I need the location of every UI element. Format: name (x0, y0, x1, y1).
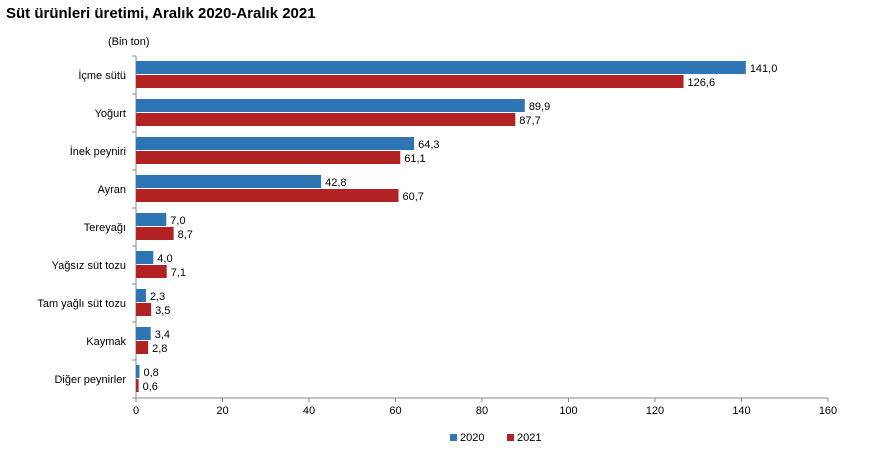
x-tick-label: 80 (476, 405, 488, 417)
bar-2021 (136, 341, 149, 354)
category-label: Tam yağlı süt tozu (37, 298, 126, 310)
bar-2020 (136, 289, 146, 302)
category-label: Tereyağı (84, 222, 126, 234)
x-tick-label: 140 (732, 405, 750, 417)
data-label-2020: 64,3 (418, 139, 439, 151)
category-label: Diğer peynirler (54, 374, 126, 386)
bar-2020 (136, 365, 140, 378)
category-label: Ayran (97, 184, 126, 196)
legend-label-2020: 2020 (460, 432, 484, 444)
x-tick-label: 160 (819, 405, 837, 417)
x-tick-label: 0 (133, 405, 139, 417)
category-label: İnek peyniri (70, 145, 126, 158)
data-label-2020: 89,9 (529, 101, 550, 113)
data-label-2021: 61,1 (404, 153, 425, 165)
data-label-2021: 8,7 (178, 229, 193, 241)
data-label-2020: 141,0 (750, 63, 778, 75)
category-label: Kaymak (86, 336, 126, 348)
data-label-2020: 2,3 (150, 291, 165, 303)
bar-2021 (136, 113, 516, 126)
x-tick-label: 100 (559, 405, 577, 417)
legend-swatch-2021 (507, 434, 514, 441)
x-tick-label: 120 (646, 405, 664, 417)
bar-2021 (136, 75, 684, 88)
legend-swatch-2020 (450, 434, 457, 441)
bar-2021 (136, 379, 139, 392)
bar-2020 (136, 213, 167, 226)
category-label: Yağsız süt tozu (52, 260, 126, 272)
data-label-2021: 126,6 (688, 77, 716, 89)
data-label-2021: 60,7 (403, 191, 424, 203)
data-label-2021: 7,1 (171, 267, 186, 279)
bar-2020 (136, 251, 154, 264)
bar-2021 (136, 265, 167, 278)
bar-2020 (136, 61, 746, 74)
bar-2021 (136, 227, 174, 240)
bar-2021 (136, 303, 152, 316)
bar-2020 (136, 327, 151, 340)
bar-2020 (136, 175, 322, 188)
legend-label-2021: 2021 (517, 432, 541, 444)
data-label-2021: 87,7 (519, 115, 540, 127)
data-label-2021: 3,5 (155, 305, 170, 317)
data-label-2020: 4,0 (157, 253, 172, 265)
bar-2020 (136, 137, 415, 150)
data-label-2020: 7,0 (170, 215, 185, 227)
x-tick-label: 20 (216, 405, 228, 417)
data-label-2021: 0,6 (143, 381, 158, 393)
data-label-2020: 0,8 (143, 367, 158, 379)
unit-label: (Bin ton) (108, 36, 150, 48)
data-label-2020: 42,8 (325, 177, 346, 189)
x-tick-label: 60 (389, 405, 401, 417)
data-label-2021: 2,8 (152, 343, 167, 355)
bar-2021 (136, 189, 399, 202)
data-label-2020: 3,4 (155, 329, 170, 341)
x-tick-label: 40 (303, 405, 315, 417)
category-label: Yoğurt (95, 108, 126, 120)
bar-2021 (136, 151, 401, 164)
category-label: İçme sütü (78, 69, 126, 82)
bar-2020 (136, 99, 525, 112)
chart-title: Süt ürünleri üretimi, Aralık 2020-Aralık… (6, 5, 316, 22)
